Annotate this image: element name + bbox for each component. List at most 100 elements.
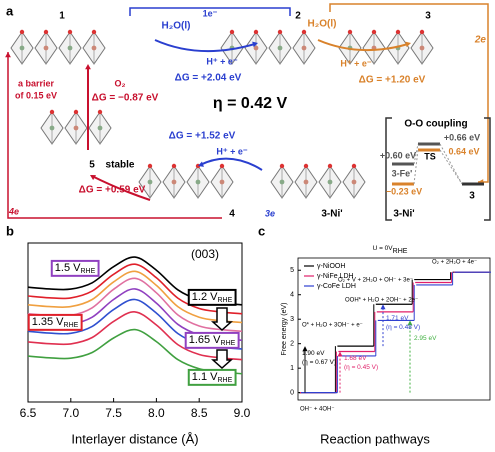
- annotation: 1.5 VRHE: [55, 262, 96, 275]
- annotation-text: 1.90 eV: [302, 350, 325, 357]
- oxygen: [49, 109, 55, 115]
- oxygen: [277, 29, 283, 35]
- diagram-label: ΔG = −0.87 eV: [92, 93, 159, 104]
- data-line: [27, 311, 243, 361]
- oxygen: [351, 163, 357, 169]
- annotation-subscript: RHE: [64, 322, 79, 329]
- arrow: [129, 7, 291, 16]
- metal: [277, 45, 283, 51]
- arrow-head: [337, 351, 343, 357]
- annotation: 2.95 eV: [414, 335, 437, 342]
- annotation-subscript: RHE: [221, 340, 236, 347]
- arrow: [199, 157, 263, 171]
- metal: [279, 179, 285, 185]
- metal: [91, 45, 97, 51]
- annotation: 1.90 eV: [302, 350, 325, 357]
- oxygen: [395, 29, 401, 35]
- diagram-label: +0.66 eV: [444, 132, 480, 142]
- diagram-label: 3: [469, 191, 475, 202]
- indicator-arrow: [211, 349, 233, 370]
- annotation: (η = 0.48 V): [386, 324, 420, 331]
- metal: [19, 45, 25, 51]
- panel-label: b: [6, 223, 14, 238]
- oxygen: [303, 163, 309, 169]
- y-tick-label: 0: [290, 389, 294, 396]
- diagram-label: ΔG = +1.52 eV: [169, 131, 236, 142]
- metal: [147, 179, 153, 185]
- y-tick-label: 4: [290, 292, 294, 299]
- arrow-head: [90, 175, 96, 181]
- metal: [171, 179, 177, 185]
- diagram-label: a: [6, 3, 14, 18]
- annotation-text: 1.65 V: [189, 334, 221, 346]
- annotation-text: 1.2 V: [192, 291, 218, 303]
- diagram-label: H⁺ + e⁻: [340, 58, 372, 68]
- annotation-subscript: RHE: [80, 268, 95, 275]
- metal: [327, 179, 333, 185]
- oxygen: [19, 29, 25, 35]
- bracket: [385, 117, 392, 221]
- diagram-label: 3e: [265, 208, 275, 218]
- arrow-head: [252, 41, 258, 48]
- annotation: 1.35 VRHE: [32, 316, 79, 329]
- metal: [97, 125, 103, 131]
- annotation-text: (η = 0.67 V): [302, 359, 336, 366]
- diagram-label: O₂: [115, 78, 126, 88]
- oxygen: [91, 29, 97, 35]
- oxygen: [371, 29, 377, 35]
- annotation-subscript: RHE: [217, 377, 232, 384]
- metal: [49, 125, 55, 131]
- oxygen: [279, 163, 285, 169]
- metal: [351, 179, 357, 185]
- x-axis-label: Reaction pathways: [320, 431, 430, 446]
- arrow-head: [85, 64, 91, 70]
- oxygen: [347, 29, 353, 35]
- category-label: O* + H₂O + 3OH⁻ + e⁻: [302, 323, 363, 329]
- annotation: U = 0VRHE: [373, 245, 408, 255]
- diagram-label: H₂O(l): [162, 21, 191, 32]
- legend-label: γ-NiFe LDH: [317, 273, 354, 280]
- label-box: [50, 259, 100, 277]
- diagram-label: 1e⁻: [203, 8, 218, 18]
- oxygen: [219, 163, 225, 169]
- oxygen: [229, 29, 235, 35]
- diagram-label: 2e: [474, 35, 487, 46]
- category-label: O₂ + V + 2H₂O + OH⁻ + 3e⁻: [338, 278, 413, 284]
- annotation-subscript: RHE: [217, 297, 232, 304]
- arrow-head: [5, 52, 11, 58]
- annotation: 1.65 VRHE: [189, 334, 236, 347]
- annotation-subscript: RHE: [393, 248, 408, 255]
- diagram-label: 5: [89, 160, 95, 171]
- annotation: (η = 0.45 V): [344, 364, 378, 371]
- diagram-label: of 0.15 eV: [15, 90, 57, 100]
- annotation-text: 1.5 V: [55, 262, 81, 274]
- diagram-label: ΔG = +0.59 eV: [79, 185, 146, 196]
- oxygen: [97, 109, 103, 115]
- metal: [219, 179, 225, 185]
- annotation: (η = 0.67 V): [302, 359, 336, 366]
- annotation-text: 1.35 V: [32, 316, 64, 328]
- annotation-text: (η = 0.48 V): [386, 324, 420, 331]
- annotation: 1.68 eV: [344, 355, 367, 362]
- y-tick-label: 3: [290, 316, 294, 323]
- arrow-head: [405, 41, 411, 48]
- metal: [43, 45, 49, 51]
- diagram-label: O-O coupling: [404, 119, 467, 130]
- oxygen: [171, 163, 177, 169]
- panel-a: a 1 2 3 1e⁻ 2e H₂O(l) H⁺ + e⁻ ΔG = +2.04 eV H₂O(l…: [5, 3, 491, 221]
- panel-label: c: [258, 223, 265, 238]
- metal: [419, 45, 425, 51]
- data-line: [27, 270, 243, 324]
- diagram-label: 0.64 eV: [448, 146, 479, 156]
- diagram-label: 2: [295, 11, 301, 22]
- oxygen: [419, 29, 425, 35]
- x-axis-label: Interlayer distance (Å): [71, 431, 198, 446]
- diagram-label: η = 0.42 V: [213, 95, 288, 112]
- metal: [301, 45, 307, 51]
- metal: [195, 179, 201, 185]
- y-tick-label: 5: [290, 267, 294, 274]
- arrow: [154, 39, 256, 53]
- diagram-label: 3: [425, 11, 431, 22]
- x-tick-label: 8.5: [191, 406, 208, 420]
